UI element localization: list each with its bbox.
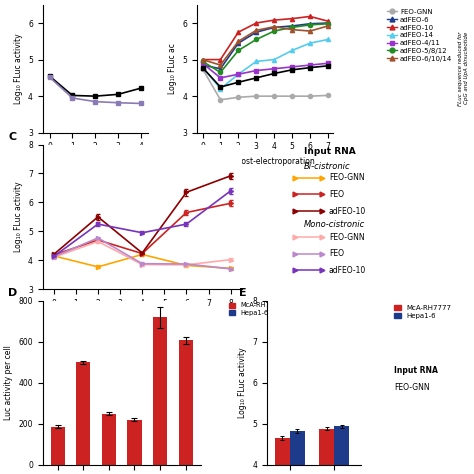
Text: B: B bbox=[170, 0, 178, 1]
Y-axis label: Log₁₀ FLuc ac: Log₁₀ FLuc ac bbox=[168, 43, 177, 94]
X-axis label: Days post-electroporation: Days post-electroporation bbox=[46, 157, 145, 166]
Bar bbox=[51, 427, 65, 465]
Bar bbox=[128, 419, 142, 465]
Text: FEO-GNN: FEO-GNN bbox=[329, 173, 365, 182]
Text: FLuc sequence reduced for
CpG and UpA dinucleotide: FLuc sequence reduced for CpG and UpA di… bbox=[458, 31, 469, 106]
Text: D: D bbox=[8, 288, 17, 298]
Text: FEO-GNN: FEO-GNN bbox=[394, 383, 430, 392]
Text: FEO: FEO bbox=[329, 249, 344, 258]
Bar bbox=[102, 414, 116, 465]
Text: E: E bbox=[239, 288, 247, 298]
Text: Input RNA: Input RNA bbox=[303, 147, 356, 156]
Bar bbox=[76, 362, 91, 465]
Text: FEO: FEO bbox=[329, 190, 344, 199]
Y-axis label: Luc activity per cell: Luc activity per cell bbox=[4, 346, 13, 420]
Bar bbox=[335, 427, 349, 474]
Legend: FEO-GNN, adFEO-6, adFEO-10, adFEO-14, adFEO-4/11, adFEO-5/8/12, adFEO-6/10/14: FEO-GNN, adFEO-6, adFEO-10, adFEO-14, ad… bbox=[386, 8, 453, 63]
Legend: McA-RH7777, Hepa1-6: McA-RH7777, Hepa1-6 bbox=[393, 304, 453, 319]
Text: Mono-cistronic: Mono-cistronic bbox=[303, 220, 365, 229]
Text: adFEO-10: adFEO-10 bbox=[329, 207, 366, 216]
Text: C: C bbox=[9, 132, 17, 142]
X-axis label: Days post-electroporation: Days post-electroporation bbox=[92, 313, 192, 322]
Y-axis label: Log₁₀ FLuc activity: Log₁₀ FLuc activity bbox=[13, 34, 22, 104]
Bar bbox=[319, 428, 335, 474]
Bar bbox=[274, 438, 290, 474]
Y-axis label: Log₁₀ FLuc activity: Log₁₀ FLuc activity bbox=[238, 347, 247, 418]
Y-axis label: Log₁₀ FLuc activity: Log₁₀ FLuc activity bbox=[13, 182, 22, 252]
X-axis label: Days post-electroporation: Days post-electroporation bbox=[215, 157, 315, 166]
Text: FEO-GNN: FEO-GNN bbox=[329, 233, 365, 242]
Text: Bi-cistronic: Bi-cistronic bbox=[303, 162, 350, 171]
Text: A: A bbox=[19, 0, 28, 1]
Text: Input RNA: Input RNA bbox=[394, 366, 438, 375]
Bar bbox=[179, 340, 192, 465]
Text: adFEO-10: adFEO-10 bbox=[329, 266, 366, 275]
Bar bbox=[153, 318, 167, 465]
Bar bbox=[290, 431, 304, 474]
Legend: McA-RH7777, Hepa1-6: McA-RH7777, Hepa1-6 bbox=[228, 301, 284, 317]
